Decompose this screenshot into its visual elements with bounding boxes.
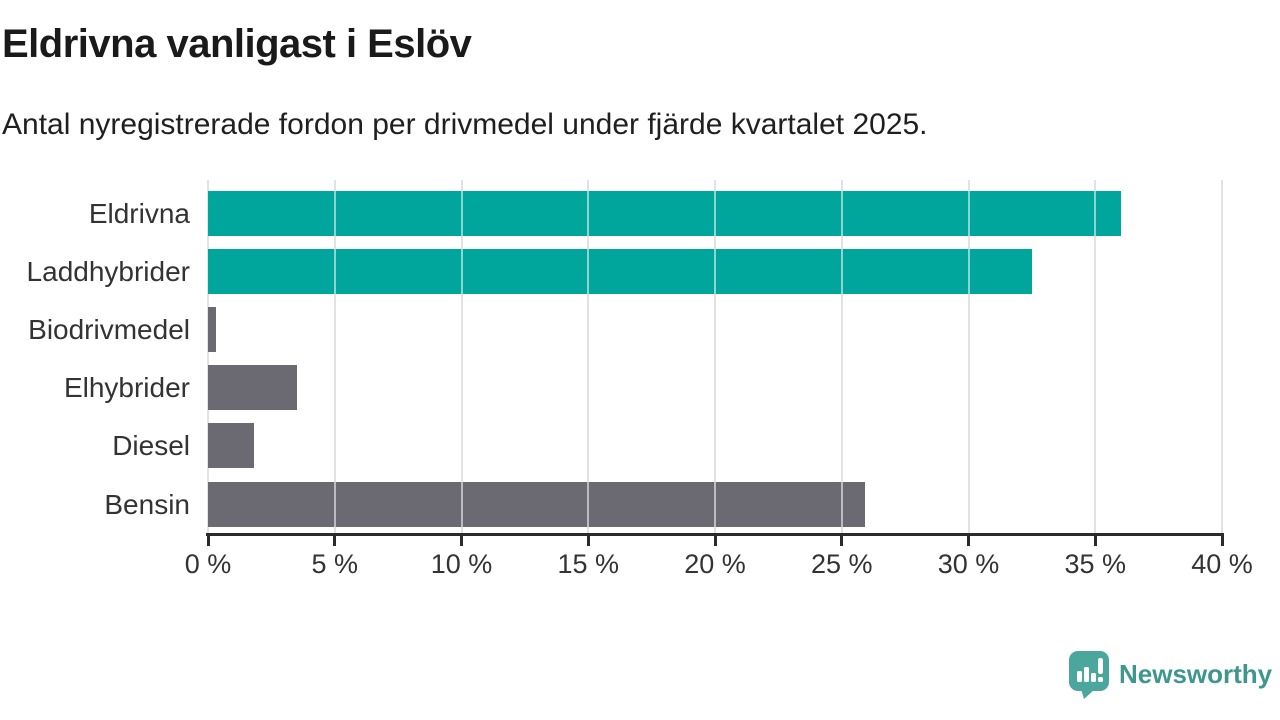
x-axis-tick-0pct xyxy=(206,536,210,546)
newsworthy-speech-bubble-barchart-icon xyxy=(1069,651,1109,699)
gridline-40pct xyxy=(1221,180,1223,533)
x-tick-label: 35 % xyxy=(1064,549,1127,579)
bar-laddhybrider xyxy=(208,249,1032,294)
chart-subtitle: Antal nyregistrerade fordon per drivmede… xyxy=(2,108,928,141)
x-tick-label: 25 % xyxy=(810,549,873,579)
gridline-over-bar xyxy=(714,482,716,527)
gridline-over-bar xyxy=(967,191,970,236)
gridline-35pct xyxy=(1094,180,1097,533)
x-axis-tick-35pct xyxy=(1093,536,1097,546)
x-axis-tick-25pct xyxy=(840,536,844,546)
x-tick-label: 30 % xyxy=(937,549,1000,579)
x-axis-tick-30pct xyxy=(967,536,970,546)
gridline-over-bar xyxy=(460,482,463,527)
gridline-over-bar xyxy=(460,249,463,294)
gridline-30pct xyxy=(967,180,970,533)
category-label-bensin: Bensin xyxy=(104,489,190,520)
newsworthy-brand-text: Newsworthy xyxy=(1119,659,1273,689)
category-label-diesel: Diesel xyxy=(112,430,190,461)
x-tick-label: 10 % xyxy=(430,549,493,579)
gridline-0pct xyxy=(207,180,209,533)
gridline-over-bar xyxy=(840,191,843,236)
x-axis-line xyxy=(206,533,1224,536)
category-label-eldrivna: Eldrivna xyxy=(88,198,190,229)
x-axis-tick-5pct xyxy=(333,536,337,546)
x-axis-tick-10pct xyxy=(460,536,463,546)
gridline-over-bar xyxy=(714,191,716,236)
x-axis-tick-20pct xyxy=(713,536,717,546)
x-tick-label: 20 % xyxy=(684,549,746,579)
bar-eldrivna xyxy=(208,191,1121,236)
gridline-over-bar xyxy=(587,482,590,527)
gridline-over-bar xyxy=(1094,191,1097,236)
x-axis-tick-15pct xyxy=(586,536,590,546)
gridline-25pct xyxy=(840,180,843,533)
x-tick-label: 0 % xyxy=(184,549,232,579)
x-tick-label: 15 % xyxy=(557,549,620,579)
chart-title: Eldrivna vanligast i Eslöv xyxy=(2,22,472,66)
gridline-over-bar xyxy=(587,249,590,294)
newsworthy-logo: Newsworthy xyxy=(1068,650,1272,699)
gridline-20pct xyxy=(714,180,716,533)
gridline-over-bar xyxy=(333,191,336,236)
gridline-over-bar xyxy=(333,249,336,294)
gridline-over-bar xyxy=(333,482,336,527)
bar-elhybrider xyxy=(208,365,297,410)
gridline-10pct xyxy=(460,180,463,533)
gridline-over-bar xyxy=(714,249,716,294)
gridline-over-bar xyxy=(840,249,843,294)
gridline-5pct xyxy=(333,180,336,533)
x-axis-tick-40pct xyxy=(1220,536,1224,546)
x-tick-label: 40 % xyxy=(1191,549,1253,579)
category-label-biodrivmedel: Biodrivmedel xyxy=(28,314,190,345)
gridline-over-bar xyxy=(840,482,843,527)
gridline-over-bar xyxy=(587,191,590,236)
bar-diesel xyxy=(208,423,254,468)
bar-biodrivmedel xyxy=(208,307,216,352)
gridline-15pct xyxy=(587,180,590,533)
gridline-over-bar xyxy=(460,191,463,236)
category-label-laddhybrider: Laddhybrider xyxy=(26,256,190,287)
bar-bensin xyxy=(208,482,865,527)
gridline-over-bar xyxy=(967,249,970,294)
category-label-elhybrider: Elhybrider xyxy=(63,372,190,403)
x-tick-label: 5 % xyxy=(311,549,359,579)
